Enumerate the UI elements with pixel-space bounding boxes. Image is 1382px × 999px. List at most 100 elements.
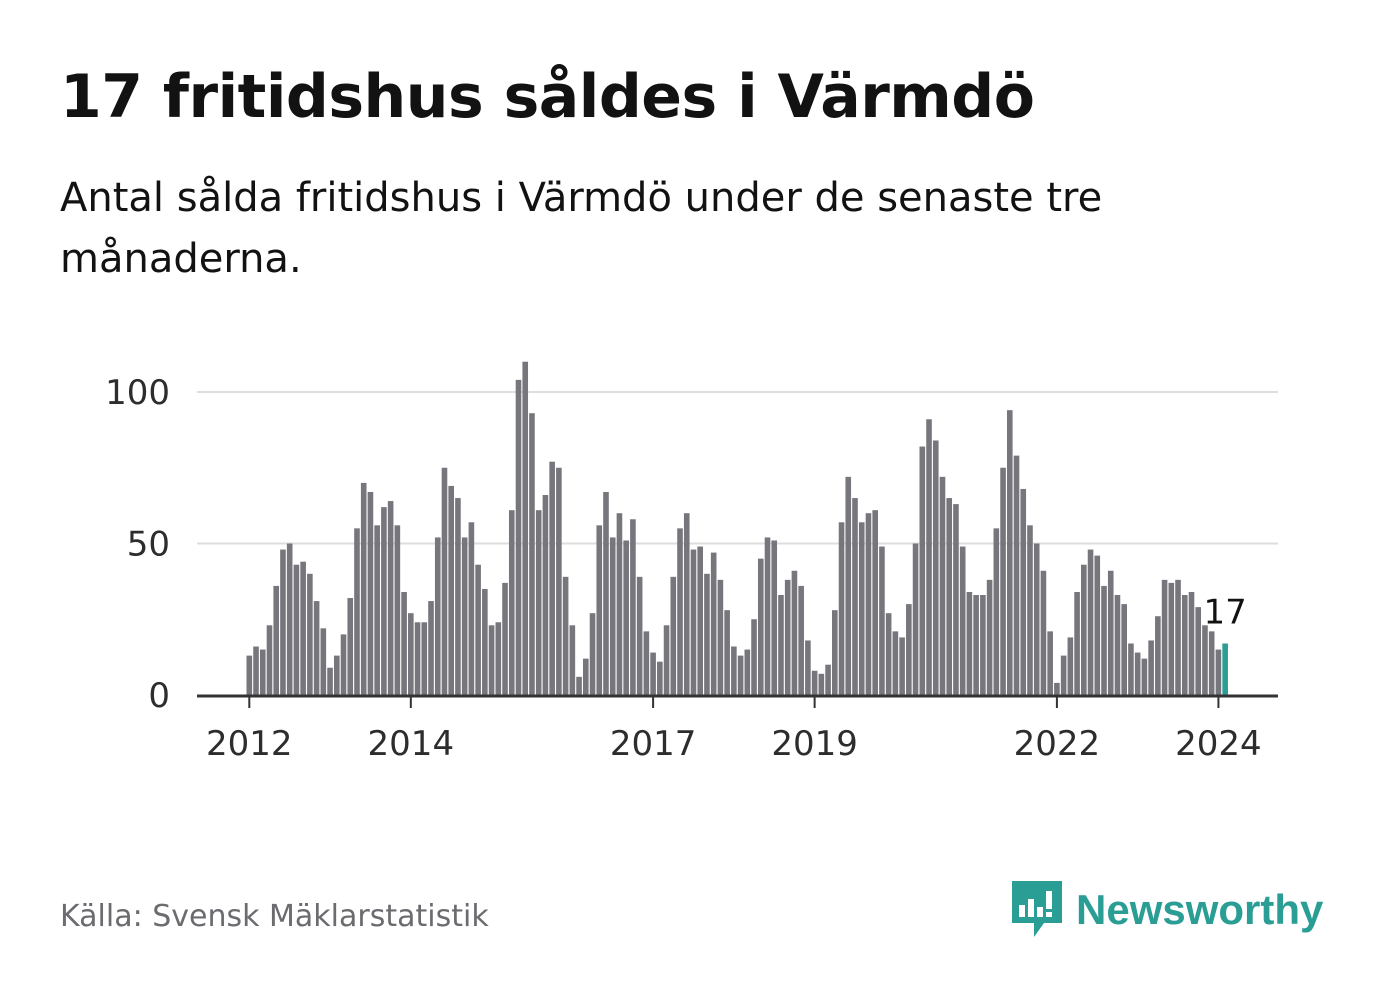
bar xyxy=(737,655,744,695)
y-tick-label: 100 xyxy=(105,373,170,413)
bar xyxy=(926,419,932,695)
bar xyxy=(307,573,313,695)
bar xyxy=(778,595,784,695)
bar xyxy=(683,513,690,695)
bar-highlight xyxy=(1222,643,1228,695)
bar xyxy=(879,546,885,695)
x-tick-label: 2012 xyxy=(206,724,293,764)
bar xyxy=(1006,410,1013,695)
bar xyxy=(1195,607,1202,695)
bar xyxy=(401,591,407,695)
bar xyxy=(1094,555,1101,695)
bar xyxy=(1060,655,1067,695)
bar xyxy=(313,601,320,695)
bar xyxy=(535,510,542,695)
bar xyxy=(1128,643,1134,695)
bar xyxy=(966,591,973,695)
bar xyxy=(320,628,327,695)
bar xyxy=(468,522,475,695)
newsworthy-logo[interactable]: Newsworthy xyxy=(1010,878,1323,942)
bar xyxy=(825,664,831,695)
bar xyxy=(1155,616,1161,695)
bar xyxy=(1134,652,1141,695)
bar xyxy=(434,537,441,695)
bar xyxy=(387,501,394,695)
bar xyxy=(980,595,986,695)
brand-name: Newsworthy xyxy=(1076,886,1324,933)
bar xyxy=(448,485,454,695)
bar xyxy=(455,498,461,695)
bar xyxy=(1033,543,1040,695)
bar xyxy=(354,528,360,695)
bar xyxy=(623,540,629,695)
bar xyxy=(805,640,811,695)
bar xyxy=(421,622,428,695)
bar xyxy=(246,655,253,695)
bar xyxy=(253,646,259,695)
bar xyxy=(697,546,704,695)
bar xyxy=(986,579,993,695)
bar xyxy=(852,498,858,695)
bar xyxy=(764,537,771,695)
bar xyxy=(1107,570,1114,695)
bar xyxy=(461,537,468,695)
bar xyxy=(1000,467,1006,695)
bar xyxy=(832,610,838,695)
bar xyxy=(731,646,737,695)
bar xyxy=(1175,579,1181,695)
bar xyxy=(1013,455,1020,695)
bar xyxy=(690,549,697,695)
bar xyxy=(885,613,892,695)
bar xyxy=(1020,488,1027,695)
bar xyxy=(333,655,340,695)
bar xyxy=(1040,570,1047,695)
bar xyxy=(273,585,280,695)
bar xyxy=(508,510,515,695)
bar xyxy=(1074,591,1080,695)
bar xyxy=(872,510,878,695)
highlight-value-label: 17 xyxy=(1204,592,1247,632)
bar xyxy=(1161,579,1168,695)
bar xyxy=(906,604,912,695)
bar xyxy=(529,413,535,695)
bar xyxy=(993,528,1000,695)
bar xyxy=(946,498,953,695)
bar xyxy=(630,519,636,695)
bar xyxy=(1215,649,1222,695)
bar xyxy=(1168,582,1175,695)
bars xyxy=(246,361,1228,695)
bar xyxy=(1121,604,1127,695)
bar xyxy=(751,619,757,695)
bar xyxy=(1087,549,1094,695)
bar xyxy=(556,467,562,695)
bar xyxy=(670,576,677,695)
bar xyxy=(488,625,495,695)
bar xyxy=(428,601,434,695)
bar xyxy=(293,564,300,695)
x-tick-label: 2017 xyxy=(610,724,697,764)
bar xyxy=(818,673,825,695)
bar xyxy=(1141,658,1148,695)
bar xyxy=(576,676,582,695)
bar xyxy=(408,613,414,695)
bar xyxy=(919,446,926,695)
bar xyxy=(657,661,663,695)
y-axis-labels: 0 50 100 xyxy=(105,373,170,716)
bar xyxy=(340,634,347,695)
bar xyxy=(791,570,798,695)
bar xyxy=(636,576,643,695)
bar xyxy=(892,631,899,695)
bar xyxy=(482,588,488,695)
bar xyxy=(650,652,656,695)
bar xyxy=(704,573,710,695)
bar xyxy=(953,504,959,695)
bar xyxy=(394,525,401,695)
bar xyxy=(1081,564,1087,695)
bar xyxy=(259,649,266,695)
bar xyxy=(1067,637,1074,695)
bar xyxy=(838,522,845,695)
bar xyxy=(932,440,939,695)
bar xyxy=(475,564,481,695)
bar xyxy=(1114,595,1121,695)
x-axis-labels: 2012 2014 2017 2019 2022 2024 xyxy=(206,724,1262,764)
